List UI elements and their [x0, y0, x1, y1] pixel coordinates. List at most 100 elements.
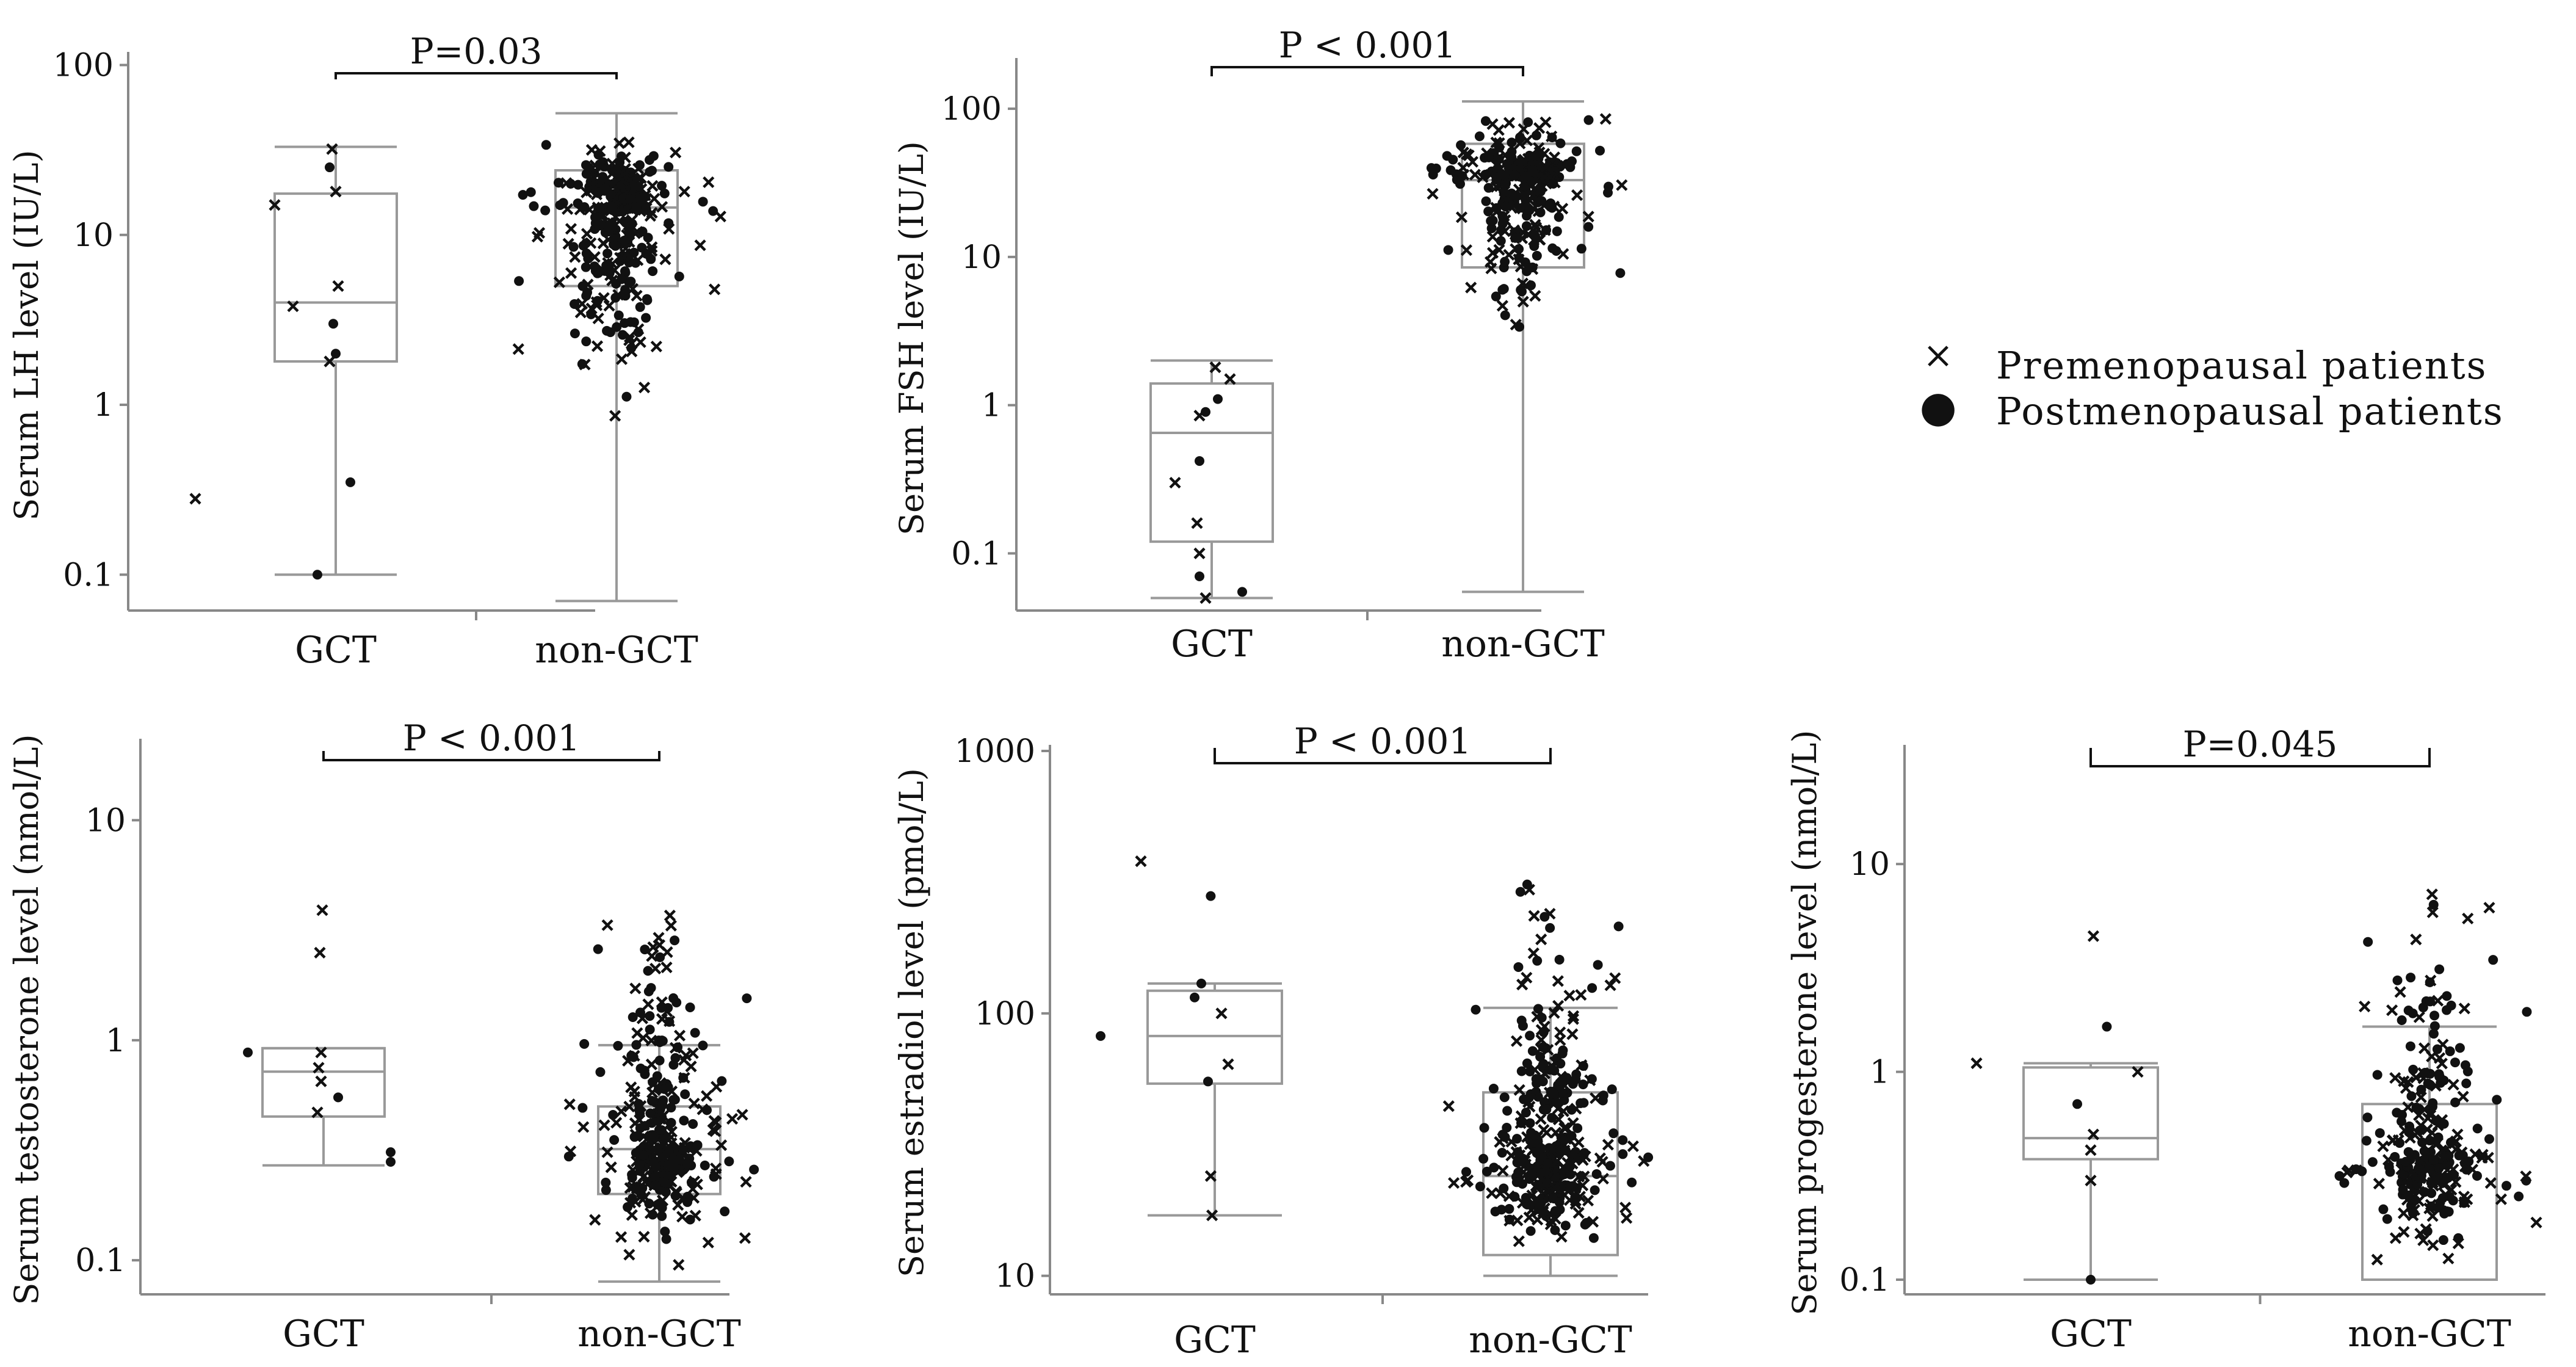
- data-point: [518, 190, 528, 200]
- data-point: [1582, 211, 1594, 223]
- data-point: [1511, 1214, 1524, 1227]
- data-point: [645, 1034, 657, 1046]
- data-point: [1499, 1092, 1510, 1103]
- data-point: [1527, 203, 1540, 215]
- data-point: [574, 306, 587, 319]
- data-point: [2419, 1103, 2431, 1115]
- data-point: [1569, 1198, 1582, 1210]
- data-point: [678, 1144, 688, 1155]
- data-point: [1426, 163, 1436, 173]
- data-point: [626, 214, 638, 227]
- significance-bracket: P < 0.001: [322, 717, 660, 761]
- legend: × Premenopausal patients ● Postmenopausa…: [1919, 334, 2502, 433]
- data-point: [692, 1140, 703, 1150]
- data-point: [1460, 244, 1473, 256]
- y-axis-label: Serum LH level (IU/L): [7, 150, 46, 520]
- data-point: [1548, 178, 1558, 189]
- data-point: [1497, 285, 1508, 295]
- data-point: [615, 1231, 628, 1243]
- data-point: [2389, 1232, 2401, 1244]
- data-point: [2412, 1180, 2423, 1190]
- gct-points: [243, 904, 396, 1167]
- data-point: [2458, 1191, 2470, 1203]
- data-point: [1557, 203, 1569, 215]
- data-point: [698, 197, 708, 207]
- data-point: [2361, 1136, 2372, 1146]
- data-point: [698, 1040, 708, 1051]
- data-point: [631, 1179, 643, 1191]
- data-point: [1560, 1220, 1571, 1231]
- data-point: [2408, 1204, 2421, 1216]
- data-point: [736, 1109, 748, 1121]
- data-point: [531, 231, 544, 243]
- data-point: [690, 1028, 700, 1038]
- data-point: [674, 271, 684, 281]
- data-point: [2514, 1191, 2524, 1202]
- data-point: [1503, 117, 1515, 129]
- data-point: [1593, 960, 1603, 970]
- y-tick-label: 1: [106, 1023, 126, 1059]
- data-point: [1571, 146, 1582, 156]
- data-point: [591, 299, 603, 311]
- data-point: [1513, 1235, 1525, 1247]
- data-point: [1455, 211, 1468, 223]
- data-point: [1456, 140, 1466, 150]
- y-tick-label: 10: [995, 1258, 1035, 1295]
- data-point: [328, 319, 338, 329]
- data-point: [2482, 1151, 2494, 1164]
- data-point: [2085, 1174, 2097, 1187]
- data-point: [1532, 1078, 1542, 1089]
- box-gct: [1146, 982, 1283, 1217]
- data-point: [1535, 1113, 1547, 1125]
- data-point: [1578, 1079, 1588, 1090]
- data-point: [2102, 1021, 2112, 1032]
- data-point: [622, 1054, 634, 1067]
- data-point: [1525, 1118, 1535, 1128]
- data-point: [665, 919, 677, 932]
- data-point: [1523, 117, 1533, 128]
- data-point: [631, 203, 642, 213]
- data-point: [2362, 1112, 2373, 1123]
- data-point: [621, 391, 632, 402]
- data-point: [1499, 225, 1511, 238]
- data-point: [1457, 147, 1469, 159]
- data-point: [1525, 1226, 1536, 1236]
- data-point: [603, 300, 615, 312]
- data-point: [1486, 231, 1499, 243]
- data-point: [2085, 1144, 2097, 1156]
- data-point: [1557, 1076, 1567, 1086]
- data-point: [1569, 1153, 1582, 1165]
- data-point: [634, 1160, 645, 1170]
- data-point: [620, 289, 630, 300]
- data-point: [2426, 888, 2438, 901]
- data-point: [1507, 188, 1517, 198]
- data-point: [1489, 1162, 1499, 1173]
- data-point: [1516, 1066, 1527, 1076]
- data-point: [1486, 247, 1499, 259]
- data-point: [643, 966, 653, 976]
- data-point: [1525, 263, 1536, 273]
- data-point: [654, 1055, 665, 1065]
- data-point: [1465, 281, 1477, 294]
- data-point: [1539, 912, 1550, 922]
- data-point: [656, 1125, 667, 1136]
- data-point: [1536, 1143, 1546, 1153]
- data-point: [1590, 1185, 1600, 1195]
- data-point: [659, 188, 670, 198]
- data-point: [625, 317, 635, 327]
- data-point: [1583, 115, 1594, 125]
- data-point: [1493, 137, 1505, 149]
- data-point: [2433, 1132, 2444, 1142]
- data-point: [1572, 1136, 1585, 1148]
- data-point: [1507, 137, 1517, 148]
- data-point: [1554, 1034, 1566, 1046]
- data-point: [1496, 300, 1508, 312]
- data-point: [1496, 236, 1506, 246]
- data-point: [642, 1178, 654, 1191]
- data-point: [2520, 1170, 2532, 1183]
- data-point: [619, 162, 632, 175]
- data-point: [1550, 1126, 1562, 1139]
- data-point: [680, 1089, 690, 1100]
- data-point: [643, 986, 654, 996]
